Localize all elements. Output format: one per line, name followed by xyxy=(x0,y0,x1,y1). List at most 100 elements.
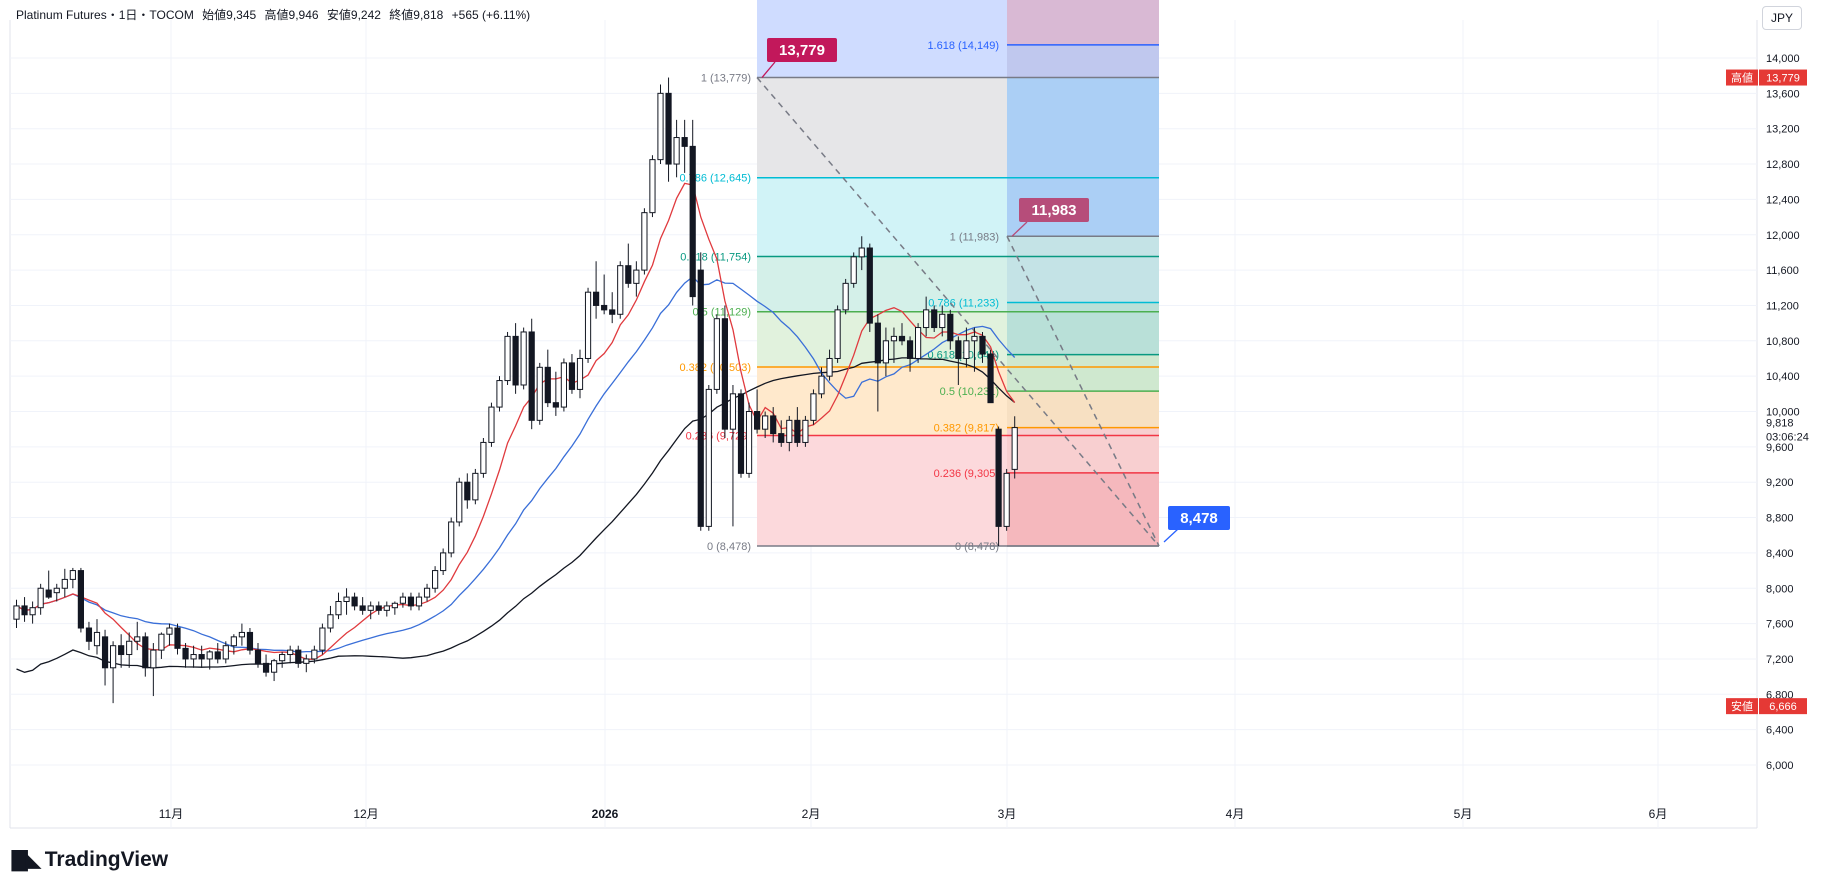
candle[interactable] xyxy=(536,366,543,421)
candle[interactable] xyxy=(182,647,189,660)
candle[interactable] xyxy=(834,309,841,359)
candle[interactable] xyxy=(166,627,173,635)
candle[interactable] xyxy=(118,645,125,656)
candle[interactable] xyxy=(794,419,801,443)
candle[interactable] xyxy=(126,640,133,656)
candle[interactable] xyxy=(262,662,270,673)
candle[interactable] xyxy=(810,393,817,421)
candle[interactable] xyxy=(29,607,36,616)
candle[interactable] xyxy=(890,335,898,342)
candle[interactable] xyxy=(222,645,229,660)
candle[interactable] xyxy=(174,627,181,649)
candle[interactable] xyxy=(625,265,632,284)
candle[interactable] xyxy=(649,159,656,214)
candle[interactable] xyxy=(593,291,600,306)
candle[interactable] xyxy=(955,340,962,359)
candle[interactable] xyxy=(134,636,141,642)
candle[interactable] xyxy=(101,636,109,669)
candle[interactable] xyxy=(142,636,149,669)
candle[interactable] xyxy=(689,145,696,298)
candle[interactable] xyxy=(359,605,366,611)
candle[interactable] xyxy=(496,380,503,408)
candle[interactable] xyxy=(391,602,398,609)
candle[interactable] xyxy=(568,362,576,390)
candle[interactable] xyxy=(21,605,28,616)
candle[interactable] xyxy=(923,309,930,329)
candle[interactable] xyxy=(705,388,712,527)
candle[interactable] xyxy=(77,570,85,629)
candle[interactable] xyxy=(931,309,938,329)
candle[interactable] xyxy=(1003,472,1010,527)
candle[interactable] xyxy=(343,596,350,603)
candle[interactable] xyxy=(770,415,777,435)
candle[interactable] xyxy=(681,137,688,147)
candle[interactable] xyxy=(544,366,551,404)
candle[interactable] xyxy=(745,411,753,474)
candle[interactable] xyxy=(842,282,849,311)
candle[interactable] xyxy=(762,415,769,430)
candle[interactable] xyxy=(158,633,165,651)
candle[interactable] xyxy=(93,631,101,647)
candle[interactable] xyxy=(448,521,455,554)
candle[interactable] xyxy=(488,406,495,443)
candle[interactable] xyxy=(641,212,648,271)
candle[interactable] xyxy=(85,627,93,642)
candle[interactable] xyxy=(866,247,873,324)
candle[interactable] xyxy=(826,357,833,377)
candle[interactable] xyxy=(1011,427,1018,470)
candle[interactable] xyxy=(754,411,761,430)
candle[interactable] xyxy=(882,340,889,364)
candle[interactable] xyxy=(504,335,511,382)
candle[interactable] xyxy=(432,570,439,589)
candle[interactable] xyxy=(246,631,254,651)
candle[interactable] xyxy=(576,357,584,390)
candle[interactable] xyxy=(399,596,406,604)
candle[interactable] xyxy=(850,256,857,284)
candle[interactable] xyxy=(560,362,567,408)
candle[interactable] xyxy=(584,291,592,359)
candle[interactable] xyxy=(206,651,213,660)
candle[interactable] xyxy=(271,660,278,673)
candle[interactable] xyxy=(415,596,423,607)
candle[interactable] xyxy=(786,419,793,443)
candle[interactable] xyxy=(939,313,946,329)
candle[interactable] xyxy=(609,309,616,315)
candle[interactable] xyxy=(198,654,205,660)
candle[interactable] xyxy=(552,402,559,408)
candle[interactable] xyxy=(633,269,640,284)
candle[interactable] xyxy=(963,340,970,359)
candle[interactable] xyxy=(45,589,52,598)
candle[interactable] xyxy=(311,649,318,660)
candle[interactable] xyxy=(979,335,986,355)
candle[interactable] xyxy=(110,645,117,669)
candle[interactable] xyxy=(440,552,447,572)
candle[interactable] xyxy=(520,331,527,386)
candle[interactable] xyxy=(150,649,157,669)
candle[interactable] xyxy=(287,649,294,656)
tradingview-logo[interactable]: ▇◣ TradingView xyxy=(12,847,168,872)
candle[interactable] xyxy=(456,481,463,523)
candle[interactable] xyxy=(778,433,785,443)
candle[interactable] xyxy=(367,605,374,611)
candle[interactable] xyxy=(858,247,865,258)
candle[interactable] xyxy=(214,651,221,660)
candle[interactable] xyxy=(69,570,76,580)
candle[interactable] xyxy=(995,428,1002,527)
candle[interactable] xyxy=(665,92,672,165)
candle[interactable] xyxy=(874,322,881,364)
candle[interactable] xyxy=(947,313,954,342)
candle[interactable] xyxy=(230,636,237,647)
candle[interactable] xyxy=(383,605,390,611)
candle[interactable] xyxy=(906,340,914,359)
candle[interactable] xyxy=(53,587,60,594)
candle[interactable] xyxy=(673,137,680,165)
candle[interactable] xyxy=(254,649,262,664)
candle[interactable] xyxy=(528,331,535,421)
candle[interactable] xyxy=(713,318,720,390)
candle[interactable] xyxy=(375,605,382,611)
currency-button[interactable]: JPY xyxy=(1762,6,1802,30)
candle[interactable] xyxy=(971,335,978,342)
candle[interactable] xyxy=(295,649,302,664)
candle[interactable] xyxy=(190,654,197,660)
candle[interactable] xyxy=(721,318,728,430)
